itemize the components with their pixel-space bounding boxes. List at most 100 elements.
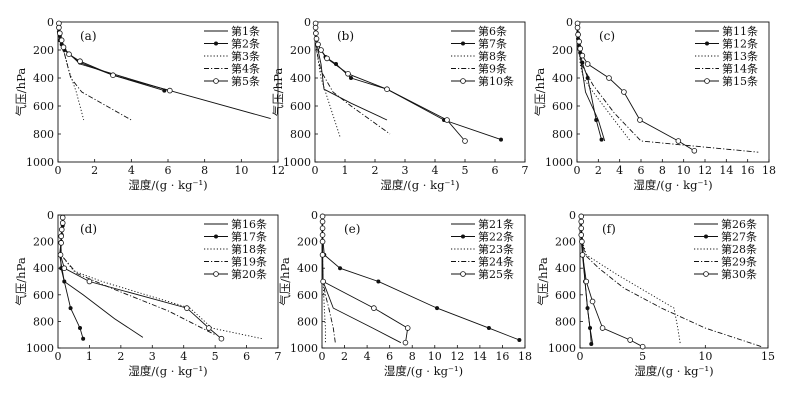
y-tick-label: 200 — [297, 236, 318, 249]
y-tick-label: 400 — [297, 262, 318, 275]
y-tick-label: 0 — [47, 209, 54, 222]
data-point — [315, 41, 321, 48]
series-line — [315, 23, 391, 135]
data-point — [371, 305, 377, 311]
x-tick-label: 2 — [117, 350, 124, 363]
series-3 — [60, 217, 263, 340]
data-point — [578, 218, 585, 225]
y-tick-label: 400 — [290, 72, 311, 85]
data-point — [338, 266, 343, 271]
series-line — [58, 23, 170, 92]
x-tick-label: 14 — [719, 164, 733, 177]
data-point — [312, 24, 319, 31]
chart-panel-1: 0 2 4 6 8 10 12 0 200 400 600 800 1000 湿度/(g · kg⁻¹) 气… — [14, 16, 285, 192]
data-point — [319, 252, 326, 258]
data-point — [585, 76, 590, 80]
y-tick-label: 0 — [304, 16, 311, 29]
panel-label: (e) — [344, 222, 360, 236]
legend-marker — [214, 234, 218, 239]
series-line — [580, 216, 681, 345]
x-tick-label: 12 — [271, 164, 285, 177]
data-point — [58, 233, 64, 240]
y-axis-title: 气压/hPa — [271, 68, 285, 117]
data-point — [313, 30, 319, 37]
panel-label: (b) — [337, 29, 354, 43]
chart-panel-5: 0 2 4 6 8 10 12 14 16 18 0 200 400 600 800 1000 湿度/(g · … — [278, 209, 532, 378]
legend-marker — [705, 41, 709, 46]
y-tick-label: 200 — [552, 44, 573, 57]
legend-label: 第20条 — [231, 267, 267, 281]
y-tick-label: 600 — [555, 289, 576, 302]
data-point — [66, 51, 72, 57]
legend-label: 第30条 — [721, 267, 757, 281]
data-point — [61, 265, 68, 272]
legend-label: 第15条 — [722, 74, 758, 88]
data-point — [578, 232, 585, 238]
x-tick-label: 0 — [319, 350, 326, 363]
data-point — [588, 326, 593, 331]
y-tick-label: 200 — [290, 44, 311, 57]
legend-marker — [703, 271, 709, 277]
y-axis-title: 气压/hPa — [14, 68, 28, 117]
data-point — [62, 279, 67, 284]
series-4 — [322, 216, 336, 345]
x-tick-label: 14 — [473, 350, 487, 363]
data-point — [218, 335, 225, 342]
data-point — [319, 232, 326, 238]
plot-frame — [579, 214, 769, 349]
x-tick-label: 1 — [86, 350, 93, 363]
y-tick-label: 400 — [552, 72, 573, 85]
legend-label: 第22条 — [478, 230, 514, 244]
data-point — [402, 339, 409, 346]
x-tick-label: 0 — [55, 164, 62, 177]
series-line — [322, 216, 402, 344]
series-5 — [319, 213, 411, 346]
x-tick-label: 12 — [450, 350, 464, 363]
x-tick-label: 3 — [149, 350, 156, 363]
legend-marker — [460, 78, 466, 84]
data-point — [462, 138, 468, 144]
data-point — [320, 278, 326, 285]
x-tick-label: 5 — [639, 350, 646, 363]
legend-label: 第2条 — [231, 37, 260, 51]
data-point — [627, 337, 633, 343]
data-point — [637, 117, 643, 123]
y-tick-label: 0 — [569, 209, 576, 222]
legend-label: 第25条 — [478, 267, 514, 281]
y-tick-label: 400 — [555, 262, 576, 275]
data-point — [576, 38, 582, 45]
data-point — [578, 225, 585, 232]
data-point — [318, 47, 324, 53]
data-point — [583, 278, 590, 285]
legend-label: 第12条 — [722, 37, 758, 51]
series-1 — [59, 217, 144, 338]
series-line — [322, 216, 409, 343]
x-tick-label: 6 — [638, 164, 645, 177]
x-tick-label: 12 — [698, 164, 712, 177]
data-point — [60, 44, 67, 50]
panel-label: (f) — [602, 222, 616, 236]
legend-marker — [213, 271, 219, 277]
data-point — [435, 306, 440, 311]
x-axis-title: 湿度/(g · kg⁻¹) — [128, 364, 207, 378]
plot-frame — [314, 21, 526, 163]
legend-label: 第29条 — [721, 255, 757, 269]
data-point — [57, 30, 63, 37]
data-point — [575, 31, 581, 38]
chart-panel-3: 0 2 4 6 8 10 12 14 16 18 0 200 400 600 800 1000 湿度/(g · … — [533, 16, 776, 192]
data-point — [334, 62, 338, 66]
series-line — [60, 217, 263, 340]
legend-marker — [704, 78, 710, 84]
series-line — [577, 23, 695, 152]
x-tick-label: 6 — [165, 164, 172, 177]
y-tick-label: 800 — [33, 315, 54, 328]
legend-marker — [461, 234, 465, 239]
series-line — [58, 23, 165, 92]
x-tick-label: 6 — [243, 350, 250, 363]
data-point — [574, 24, 581, 31]
data-point — [486, 326, 491, 331]
data-point — [324, 55, 330, 62]
data-point — [57, 252, 64, 258]
legend-label: 第5条 — [231, 74, 260, 88]
data-point — [639, 343, 646, 350]
